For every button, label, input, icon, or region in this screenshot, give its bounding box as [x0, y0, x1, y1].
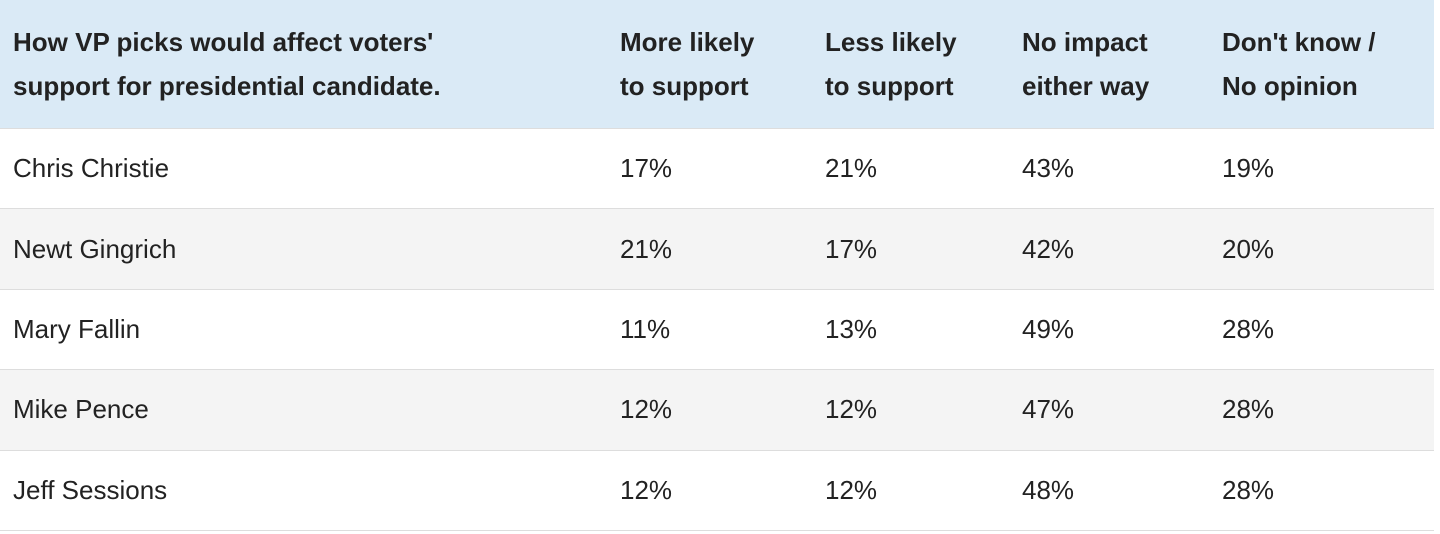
- name-cell: Mike Pence: [13, 394, 149, 425]
- value-cell: 20%: [1222, 233, 1275, 264]
- value-cell: 28%: [1222, 394, 1275, 425]
- header-text: No impact: [1022, 27, 1148, 57]
- header-text: Don't know /: [1222, 27, 1376, 57]
- value-cell: 47%: [1022, 394, 1075, 425]
- table-row: Mike Pence 12% 12% 47% 28%: [0, 370, 1434, 451]
- value-cell: 17%: [620, 153, 673, 184]
- header-row: How VP picks would affect voters' support…: [0, 0, 1434, 129]
- header-cell: More likely to support: [620, 0, 754, 128]
- header-cell: No impact either way: [1022, 0, 1149, 128]
- name-cell: Mary Fallin: [13, 313, 141, 344]
- table-row: Jeff Sessions 12% 12% 48% 28%: [0, 450, 1434, 531]
- name-cell: Jeff Sessions: [13, 474, 168, 505]
- table-row: Newt Gingrich 21% 17% 42% 20%: [0, 209, 1434, 290]
- value-cell: 43%: [1022, 153, 1075, 184]
- header-text: No opinion: [1222, 71, 1358, 101]
- header-text: to support: [620, 71, 749, 101]
- value-cell: 13%: [825, 313, 878, 344]
- value-cell: 11%: [620, 313, 671, 344]
- value-cell: 12%: [620, 474, 673, 505]
- header-text: to support: [825, 71, 954, 101]
- value-cell: 28%: [1222, 313, 1275, 344]
- table-row: Chris Christie 17% 21% 43% 19%: [0, 129, 1434, 210]
- header-cell: How VP picks would affect voters' support…: [13, 0, 441, 128]
- value-cell: 12%: [825, 394, 878, 425]
- header-text: support for presidential candidate.: [13, 71, 441, 101]
- value-cell: 28%: [1222, 474, 1275, 505]
- value-cell: 49%: [1022, 313, 1075, 344]
- header-text: either way: [1022, 71, 1150, 101]
- name-cell: Chris Christie: [13, 153, 170, 184]
- header-cell: Don't know / No opinion: [1222, 0, 1376, 128]
- value-cell: 48%: [1022, 474, 1075, 505]
- value-cell: 12%: [825, 474, 878, 505]
- value-cell: 19%: [1222, 153, 1275, 184]
- value-cell: 12%: [620, 394, 673, 425]
- value-cell: 21%: [825, 153, 878, 184]
- value-cell: 17%: [825, 233, 878, 264]
- value-cell: 42%: [1022, 233, 1075, 264]
- header-cell: Less likely to support: [825, 0, 957, 128]
- header-text: More likely: [620, 27, 755, 57]
- table-row: Mary Fallin 11% 13% 49% 28%: [0, 289, 1434, 371]
- name-cell: Newt Gingrich: [13, 233, 177, 264]
- header-text: Less likely: [825, 27, 957, 57]
- header-text: How VP picks would affect voters': [13, 27, 434, 57]
- value-cell: 21%: [620, 233, 673, 264]
